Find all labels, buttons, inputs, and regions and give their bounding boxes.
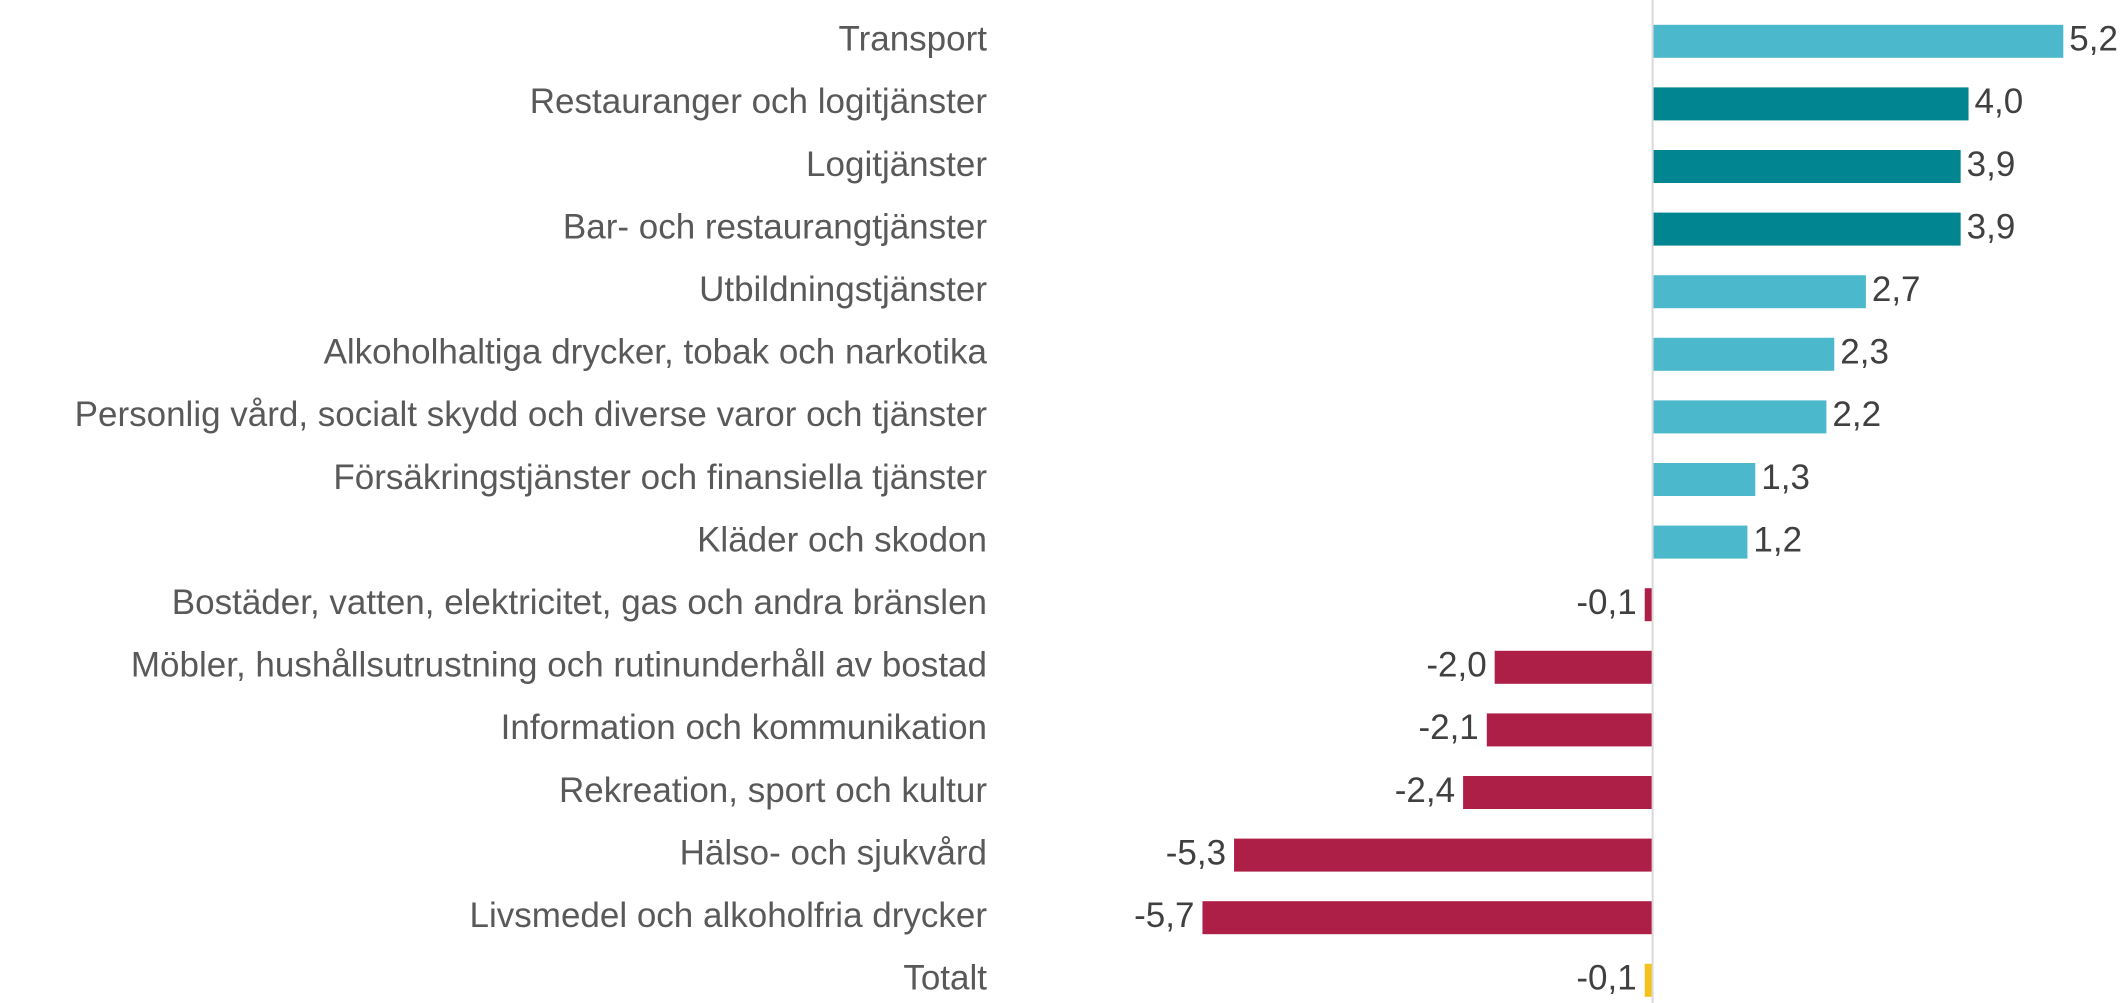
value-label: -0,1 (1576, 959, 1636, 998)
bar (1652, 24, 2064, 58)
value-label: 3,9 (1967, 145, 2016, 184)
bar (1644, 963, 1653, 997)
bar (1652, 400, 1827, 434)
category-label: Försäkringstjänster och finansiella tjän… (333, 458, 987, 497)
bar (1644, 588, 1653, 622)
value-label: -0,1 (1576, 583, 1636, 622)
category-label: Bar- och restaurangtjänster (563, 207, 987, 246)
value-label: -5,7 (1134, 896, 1194, 935)
bar (1234, 838, 1653, 872)
value-label: -2,4 (1395, 771, 1455, 810)
bar (1652, 87, 1969, 121)
value-label: 1,3 (1761, 458, 1810, 497)
value-label: 2,3 (1840, 333, 1889, 372)
value-label: -2,0 (1426, 646, 1486, 685)
bar (1652, 337, 1835, 371)
value-label: 1,2 (1753, 520, 1802, 559)
bar (1652, 463, 1756, 496)
category-label: Utbildningstjänster (699, 270, 987, 309)
bar (1486, 713, 1653, 747)
category-label: Alkoholhaltiga drycker, tobak och narkot… (324, 333, 988, 372)
category-label: Totalt (903, 959, 987, 998)
bar (1652, 525, 1748, 559)
category-label: Kläder och skodon (697, 520, 987, 559)
category-label: Restauranger och logitjänster (530, 82, 988, 121)
value-label: -5,3 (1166, 833, 1226, 872)
category-label: Hälso- och sjukvård (680, 833, 987, 872)
category-label: Transport (839, 20, 988, 59)
category-label: Personlig vård, socialt skydd och divers… (75, 395, 988, 434)
bar (1202, 901, 1653, 935)
category-label: Logitjänster (806, 145, 987, 184)
category-label: Livsmedel och alkoholfria drycker (470, 896, 988, 935)
value-label: 4,0 (1975, 82, 2024, 121)
bar (1494, 650, 1653, 684)
value-label: 5,2 (2069, 20, 2118, 59)
bar (1652, 212, 1961, 246)
value-label: 3,9 (1967, 207, 2016, 246)
value-label: 2,7 (1872, 270, 1921, 309)
value-label: 2,2 (1832, 395, 1881, 434)
bar (1463, 776, 1653, 809)
bar (1652, 150, 1961, 183)
category-label: Rekreation, sport och kultur (559, 771, 987, 810)
category-label: Bostäder, vatten, elektricitet, gas och … (172, 583, 987, 622)
category-label: Information och kommunikation (501, 708, 987, 747)
category-label: Möbler, hushållsutrustning och rutinunde… (131, 646, 987, 685)
bar (1652, 275, 1866, 309)
value-label: -2,1 (1418, 708, 1478, 747)
